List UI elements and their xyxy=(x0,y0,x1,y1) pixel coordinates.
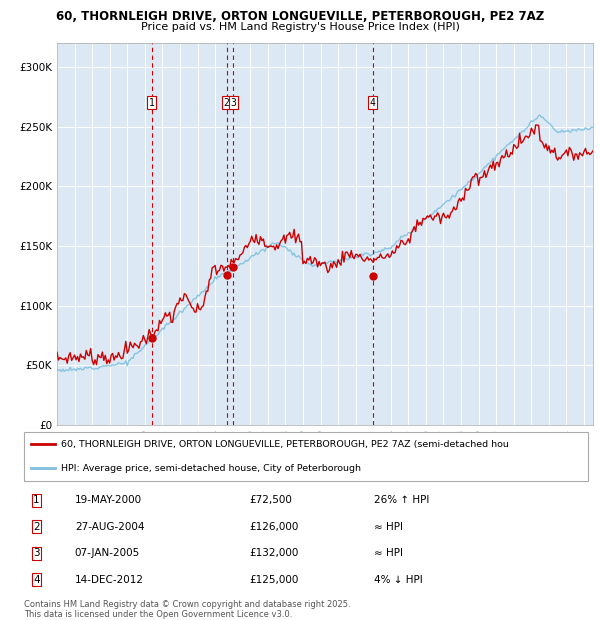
Text: £126,000: £126,000 xyxy=(250,522,299,532)
Text: 60, THORNLEIGH DRIVE, ORTON LONGUEVILLE, PETERBOROUGH, PE2 7AZ (semi-detached ho: 60, THORNLEIGH DRIVE, ORTON LONGUEVILLE,… xyxy=(61,440,509,449)
Text: 4% ↓ HPI: 4% ↓ HPI xyxy=(374,575,422,585)
Text: Price paid vs. HM Land Registry's House Price Index (HPI): Price paid vs. HM Land Registry's House … xyxy=(140,22,460,32)
Text: 1: 1 xyxy=(33,495,40,505)
FancyBboxPatch shape xyxy=(24,432,588,480)
Text: 14-DEC-2012: 14-DEC-2012 xyxy=(75,575,144,585)
Text: 1: 1 xyxy=(149,97,154,107)
Text: 26% ↑ HPI: 26% ↑ HPI xyxy=(374,495,429,505)
Text: 3: 3 xyxy=(230,97,236,107)
Text: 60, THORNLEIGH DRIVE, ORTON LONGUEVILLE, PETERBOROUGH, PE2 7AZ: 60, THORNLEIGH DRIVE, ORTON LONGUEVILLE,… xyxy=(56,10,544,23)
Text: 3: 3 xyxy=(33,549,40,559)
Text: 2: 2 xyxy=(33,522,40,532)
Text: Contains HM Land Registry data © Crown copyright and database right 2025.
This d: Contains HM Land Registry data © Crown c… xyxy=(24,600,350,619)
Text: 2: 2 xyxy=(224,97,229,107)
Text: ≈ HPI: ≈ HPI xyxy=(374,549,403,559)
Text: HPI: Average price, semi-detached house, City of Peterborough: HPI: Average price, semi-detached house,… xyxy=(61,464,361,473)
Text: 4: 4 xyxy=(370,97,376,107)
Text: 07-JAN-2005: 07-JAN-2005 xyxy=(75,549,140,559)
Text: £72,500: £72,500 xyxy=(250,495,292,505)
Text: £132,000: £132,000 xyxy=(250,549,299,559)
Text: 19-MAY-2000: 19-MAY-2000 xyxy=(75,495,142,505)
Bar xyxy=(152,43,373,425)
Text: 27-AUG-2004: 27-AUG-2004 xyxy=(75,522,144,532)
Text: £125,000: £125,000 xyxy=(250,575,299,585)
Text: 4: 4 xyxy=(33,575,40,585)
Text: ≈ HPI: ≈ HPI xyxy=(374,522,403,532)
